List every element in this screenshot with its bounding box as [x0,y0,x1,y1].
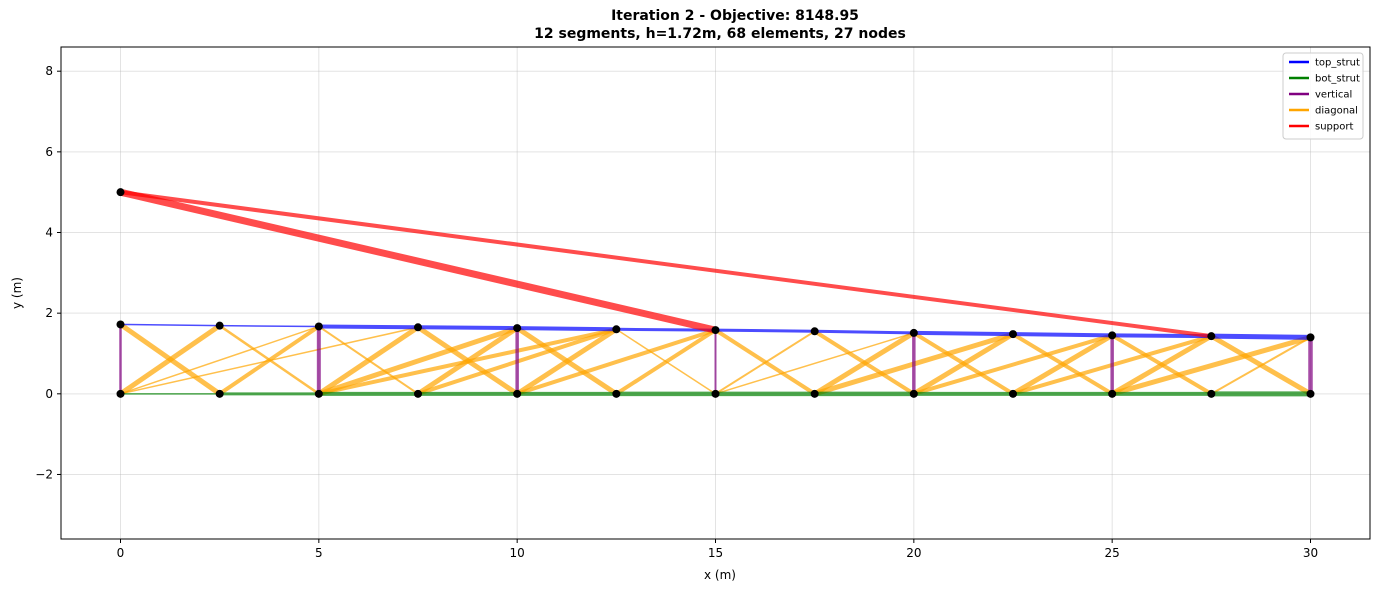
diagonal-member [515,327,618,396]
truss-node [215,389,224,398]
diagonal-member [317,325,420,396]
top-strut-member [1012,332,1113,338]
legend-label-top_strut: top_strut [1315,58,1360,69]
truss-node [1009,330,1017,339]
truss-node [215,321,224,330]
diagonal-member [119,323,222,396]
truss-node [711,326,720,335]
x-tick-label: 20 [906,546,921,560]
truss-node [314,389,323,398]
support-member [120,190,1212,339]
grid [61,47,1370,539]
top-strut-member [913,330,1014,337]
truss-node [513,389,522,398]
truss-node [513,324,522,333]
truss-node [414,389,422,398]
truss-node [116,389,125,398]
y-tick-label: −2 [35,467,53,481]
truss-node [909,328,918,337]
truss-node [810,327,819,336]
x-tick-label: 0 [117,546,125,560]
top-strut-member [814,329,914,335]
diagonal-member [913,333,1113,396]
truss-node [1108,389,1117,398]
diagonal-member [318,325,518,397]
y-tick-label: 2 [45,306,53,320]
diagonal-member [120,325,320,395]
truss-node [314,322,323,331]
diagonal-member [715,332,915,395]
top-strut-member [1112,333,1212,339]
x-tick-label: 15 [708,546,723,560]
y-tick-label: 8 [45,64,53,78]
x-tick-label: 25 [1105,546,1120,560]
support-node [116,188,125,197]
top-strut-member [219,324,319,328]
top-strut-member [517,326,617,332]
chart-title-line-2: 12 segments, h=1.72m, 68 elements, 27 no… [534,26,906,42]
plot-area [116,188,1315,398]
support-member [119,188,717,334]
chart-title-line-1: Iteration 2 - Objective: 8148.95 [611,8,859,24]
truss-node [612,325,621,334]
top-strut-member [715,328,815,333]
top-strut-member [616,327,716,332]
diagonal-member [1210,336,1311,395]
legend: top_strut bot_strut vertical diagonal suppor… [1282,52,1364,140]
truss-node [1207,389,1216,398]
x-tick-label: 10 [510,546,525,560]
x-tick-label: 30 [1303,546,1318,560]
truss-node [612,389,621,398]
top-strut-member [318,324,419,330]
y-tick-label: 4 [45,226,53,240]
truss-node [909,389,918,398]
truss-node [1306,333,1315,342]
x-tick-label: 5 [315,546,323,560]
diagonal-member [218,324,320,396]
legend-label-diagonal: diagonal [1315,106,1358,117]
diagonal-member [1110,333,1213,396]
truss-node [414,323,422,332]
diagonal-member [416,326,519,396]
top-strut-member [417,325,518,331]
legend-label-bot_strut: bot_strut [1315,74,1360,85]
legend-box [1282,52,1364,140]
top-strut-member [120,323,220,327]
axes-ticks: 0 5 10 15 20 25 30 −2 0 2 4 6 8 [35,64,1318,560]
top-strut-member [1211,333,1311,340]
y-tick-label: 6 [45,145,53,159]
diagonal-member [714,330,816,395]
diagonal-member [912,331,1015,396]
y-tick-label: 0 [45,387,53,401]
x-axis-label: x (m) [704,568,736,582]
diagonal-member [516,328,717,396]
truss-node [1108,331,1117,340]
truss-node [1306,389,1315,398]
truss-node [810,389,819,398]
legend-label-vertical: vertical [1315,90,1352,101]
legend-label-support: support [1315,122,1353,133]
diagonal-member [813,330,916,396]
y-axis-label: y (m) [10,277,24,309]
diagonal-member [1011,333,1114,396]
truss-node [116,320,125,329]
truss-node [711,389,720,398]
diagonal-member [1111,334,1312,397]
truss-node [1009,389,1017,398]
truss-node [1207,332,1216,341]
diagonal-member [615,328,717,396]
